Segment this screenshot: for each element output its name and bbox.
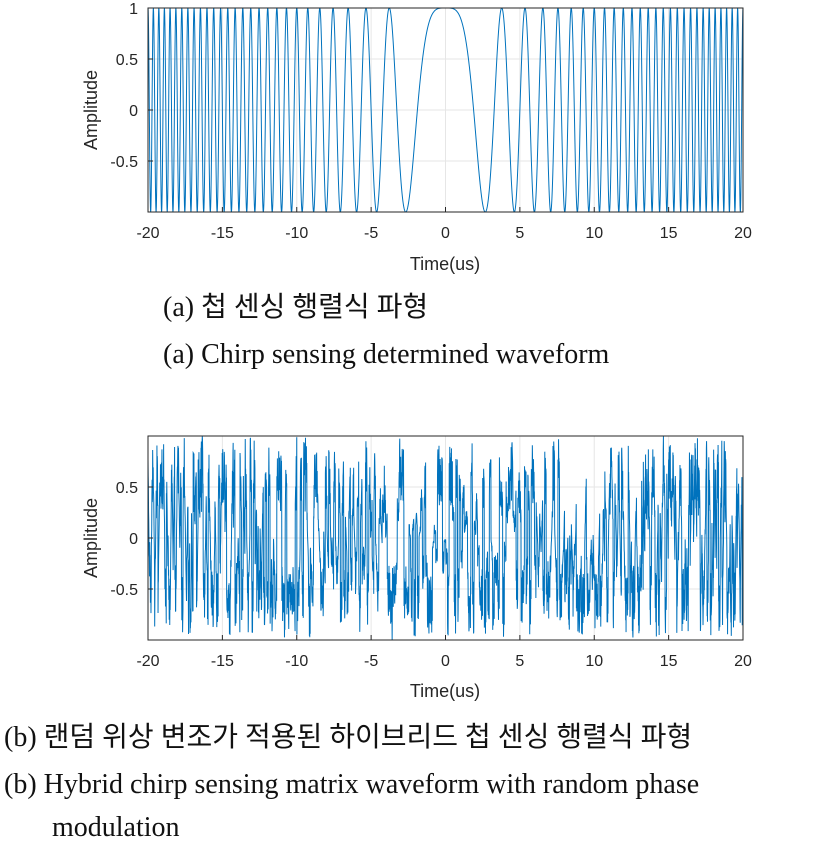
chart-a-ticks: -20 -15 -10 -5 0 5 10 15 20 1 0.5 0 -0.5	[110, 1, 752, 242]
chart-b-xtick-label: -15	[211, 653, 234, 670]
caption-b-english-line1: (b) Hybrid chirp sensing matrix waveform…	[4, 769, 700, 800]
chart-a-xtick-label: 10	[585, 225, 603, 242]
chart-a-xtick-label: 15	[660, 225, 678, 242]
chart-a-ytick-label: 1	[129, 1, 138, 18]
chart-a-xtick-label: 5	[515, 225, 524, 242]
chart-b-xlabel: Time(us)	[410, 681, 480, 701]
chart-b: -20 -15 -10 -5 0 5 10 15 20 0.5 0 -0.5 Time(us) Amp…	[81, 435, 752, 701]
chart-a-waveform	[148, 8, 743, 212]
chart-a: -20 -15 -10 -5 0 5 10 15 20 1 0.5 0 -0.5 Time(us) Am…	[81, 1, 752, 274]
chart-b-xtick-label: -20	[136, 653, 159, 670]
chart-a-xtick-label: -5	[364, 225, 378, 242]
chart-a-xlabel: Time(us)	[410, 254, 480, 274]
chart-b-waveform	[148, 436, 743, 640]
chart-b-ticks: -20 -15 -10 -5 0 5 10 15 20 0.5 0 -0.5	[110, 480, 752, 670]
caption-b-english-line2: modulation	[52, 812, 180, 843]
chart-a-xtick-label: 0	[441, 225, 450, 242]
chart-b-xtick-label: 15	[660, 653, 678, 670]
chart-b-ytick-label: -0.5	[110, 582, 138, 599]
chart-a-ytick-label: 0	[129, 103, 138, 120]
chart-a-ytick-label: -0.5	[110, 154, 138, 171]
chart-b-xtick-label: 5	[515, 653, 524, 670]
chart-a-ylabel: Amplitude	[81, 70, 101, 150]
caption-b-korean: (b) 랜덤 위상 변조가 적용된 하이브리드 첩 센싱 행렬식 파형	[4, 722, 693, 753]
chart-b-ylabel: Amplitude	[81, 498, 101, 578]
chart-a-ytick-label: 0.5	[116, 52, 138, 69]
chart-b-xtick-label: -5	[364, 653, 378, 670]
chart-b-xtick-label: 20	[734, 653, 752, 670]
chart-a-xtick-label: 20	[734, 225, 752, 242]
caption-a-korean: (a) 첩 센싱 행렬식 파형	[163, 292, 429, 323]
chart-b-xtick-label: -10	[285, 653, 308, 670]
chart-b-ytick-label: 0.5	[116, 480, 138, 497]
caption-a-english: (a) Chirp sensing determined waveform	[163, 339, 610, 370]
chart-a-xtick-label: -10	[285, 225, 308, 242]
chart-b-xtick-label: 10	[585, 653, 603, 670]
chart-b-ytick-label: 0	[129, 531, 138, 548]
chart-b-xtick-label: 0	[441, 653, 450, 670]
chart-a-xtick-label: -20	[136, 225, 159, 242]
chart-a-xtick-label: -15	[211, 225, 234, 242]
